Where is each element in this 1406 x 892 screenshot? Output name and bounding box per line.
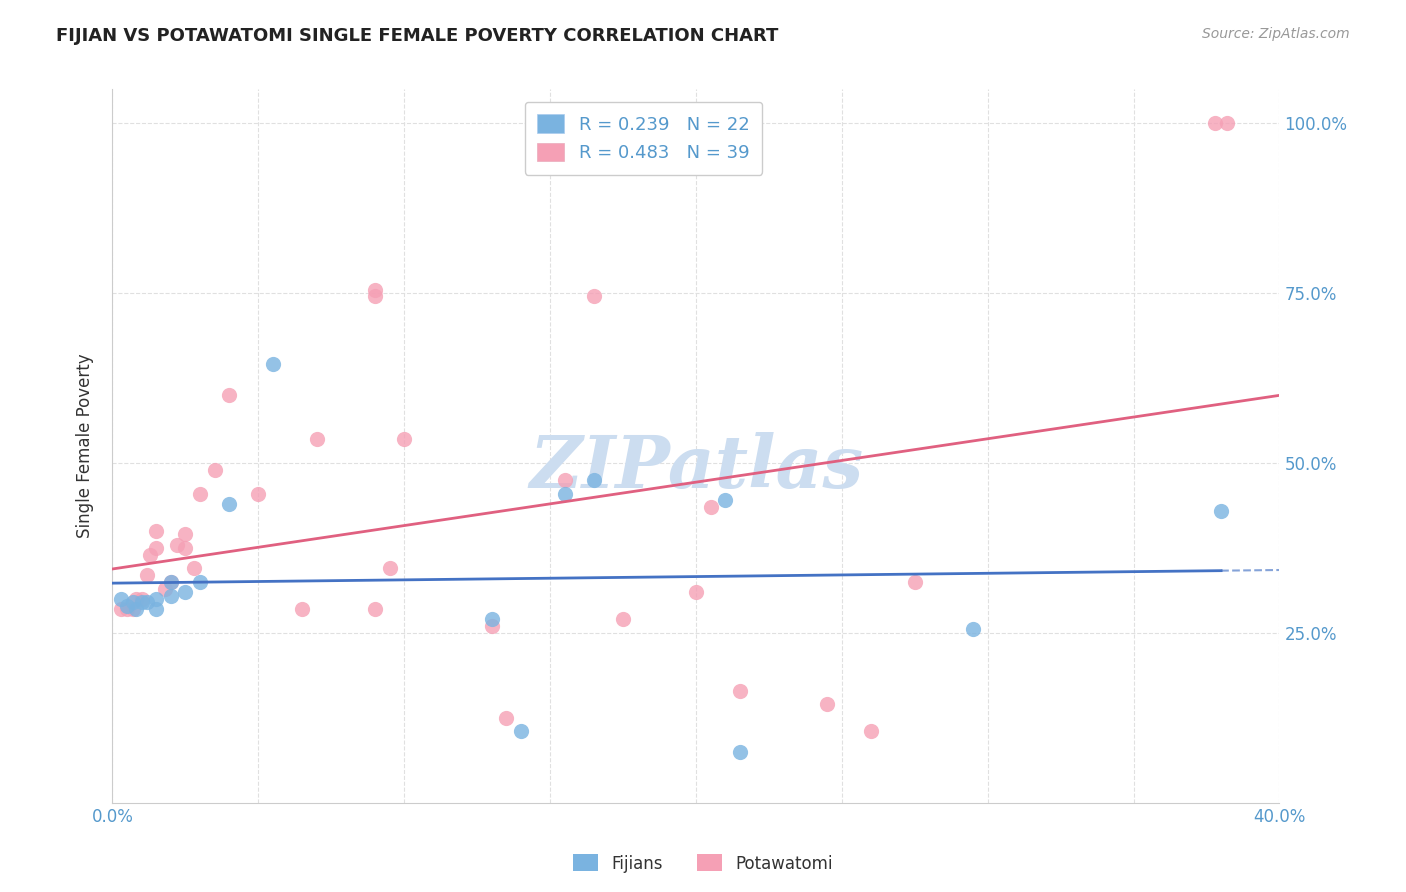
Legend: R = 0.239   N = 22, R = 0.483   N = 39: R = 0.239 N = 22, R = 0.483 N = 39 <box>524 102 762 175</box>
Point <box>136 595 159 609</box>
Point <box>699 500 721 515</box>
Point <box>160 574 183 589</box>
Point <box>110 602 132 616</box>
Point <box>582 473 605 487</box>
Point <box>110 591 132 606</box>
Point <box>364 602 387 616</box>
Point <box>612 612 634 626</box>
Point <box>495 711 517 725</box>
Y-axis label: Single Female Poverty: Single Female Poverty <box>76 354 94 538</box>
Point <box>122 602 145 616</box>
Text: ZIPatlas: ZIPatlas <box>529 432 863 503</box>
Point <box>188 574 211 589</box>
Point <box>145 524 167 538</box>
Point <box>174 541 197 555</box>
Point <box>291 602 314 616</box>
Point <box>1204 116 1226 130</box>
Point <box>554 473 576 487</box>
Point <box>1216 116 1239 130</box>
Point <box>145 591 167 606</box>
Point <box>218 388 240 402</box>
Point <box>145 541 167 555</box>
Text: Source: ZipAtlas.com: Source: ZipAtlas.com <box>1202 27 1350 41</box>
Point <box>115 599 138 613</box>
Point <box>364 283 387 297</box>
Point <box>860 724 883 739</box>
Point <box>183 561 205 575</box>
Point <box>509 724 531 739</box>
Point <box>815 698 838 712</box>
Point <box>394 432 416 446</box>
Point <box>145 602 167 616</box>
Point <box>125 602 148 616</box>
Point <box>166 537 188 551</box>
Point <box>962 623 984 637</box>
Point <box>378 561 401 575</box>
Point <box>904 574 927 589</box>
Point <box>136 568 159 582</box>
Legend: Fijians, Potawatomi: Fijians, Potawatomi <box>567 847 839 880</box>
Point <box>131 595 153 609</box>
Point <box>204 463 226 477</box>
Point <box>247 486 270 500</box>
Point <box>728 745 751 759</box>
Text: FIJIAN VS POTAWATOMI SINGLE FEMALE POVERTY CORRELATION CHART: FIJIAN VS POTAWATOMI SINGLE FEMALE POVER… <box>56 27 779 45</box>
Point <box>125 591 148 606</box>
Point <box>131 591 153 606</box>
Point <box>728 683 751 698</box>
Point <box>582 289 605 303</box>
Point <box>685 585 707 599</box>
Point <box>262 358 284 372</box>
Point <box>554 486 576 500</box>
Point <box>160 574 183 589</box>
Point <box>174 585 197 599</box>
Point <box>153 582 176 596</box>
Point <box>218 497 240 511</box>
Point <box>481 619 503 633</box>
Point <box>160 589 183 603</box>
Point <box>139 548 162 562</box>
Point <box>305 432 328 446</box>
Point <box>1209 503 1232 517</box>
Point <box>714 493 737 508</box>
Point <box>188 486 211 500</box>
Point <box>364 289 387 303</box>
Point <box>174 527 197 541</box>
Point <box>481 612 503 626</box>
Point <box>122 595 145 609</box>
Point <box>115 602 138 616</box>
